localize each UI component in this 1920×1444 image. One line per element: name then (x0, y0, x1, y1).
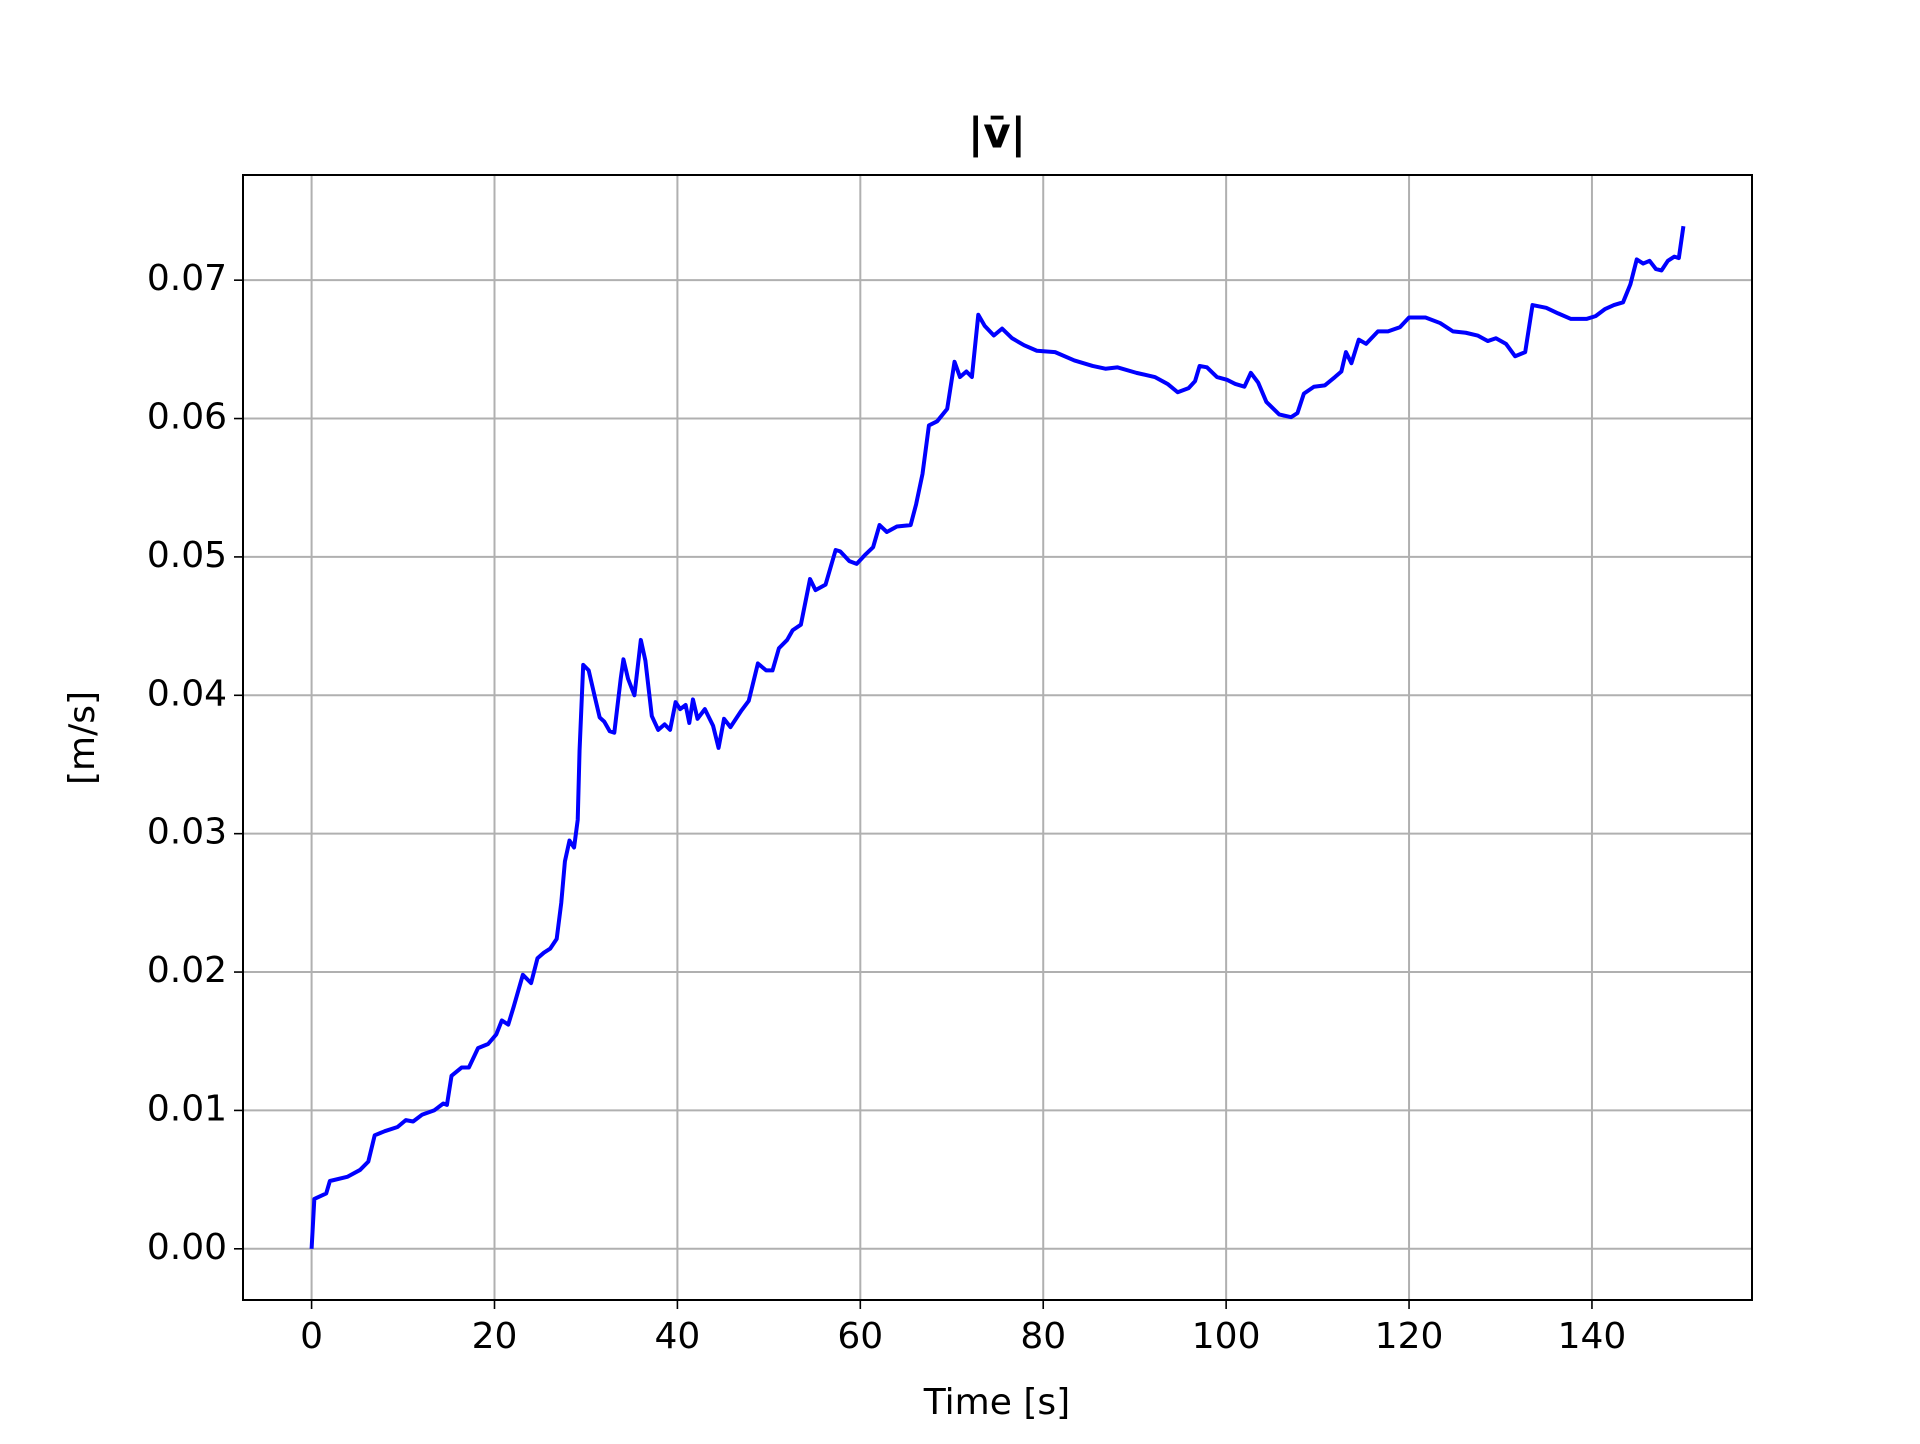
y-tick-label: 0.05 (147, 535, 227, 576)
y-tick-label: 0.07 (147, 258, 227, 299)
x-tick-label: 80 (1020, 1316, 1066, 1357)
plot-frame (242, 174, 1753, 1301)
data-line (309, 225, 1686, 1249)
y-tick-label: 0.03 (147, 812, 227, 853)
x-tick-label: 100 (1192, 1316, 1261, 1357)
x-tick-label: 120 (1375, 1316, 1444, 1357)
x-tick-label: 60 (837, 1316, 883, 1357)
x-tick-label: 20 (472, 1316, 518, 1357)
y-tick-label: 0.00 (147, 1227, 227, 1268)
y-tick-label: 0.01 (147, 1088, 227, 1129)
x-tick-label: 40 (655, 1316, 701, 1357)
x-axis-label: Time [s] (923, 1382, 1070, 1423)
chart-title: |v̄| (968, 109, 1026, 158)
y-tick-label: 0.04 (147, 673, 227, 714)
y-axis-label: [m/s] (62, 691, 103, 785)
y-tick-label: 0.02 (147, 950, 227, 991)
x-tick-label: 140 (1558, 1316, 1627, 1357)
x-tick-label: 0 (300, 1316, 323, 1357)
y-tick-label: 0.06 (147, 397, 227, 438)
